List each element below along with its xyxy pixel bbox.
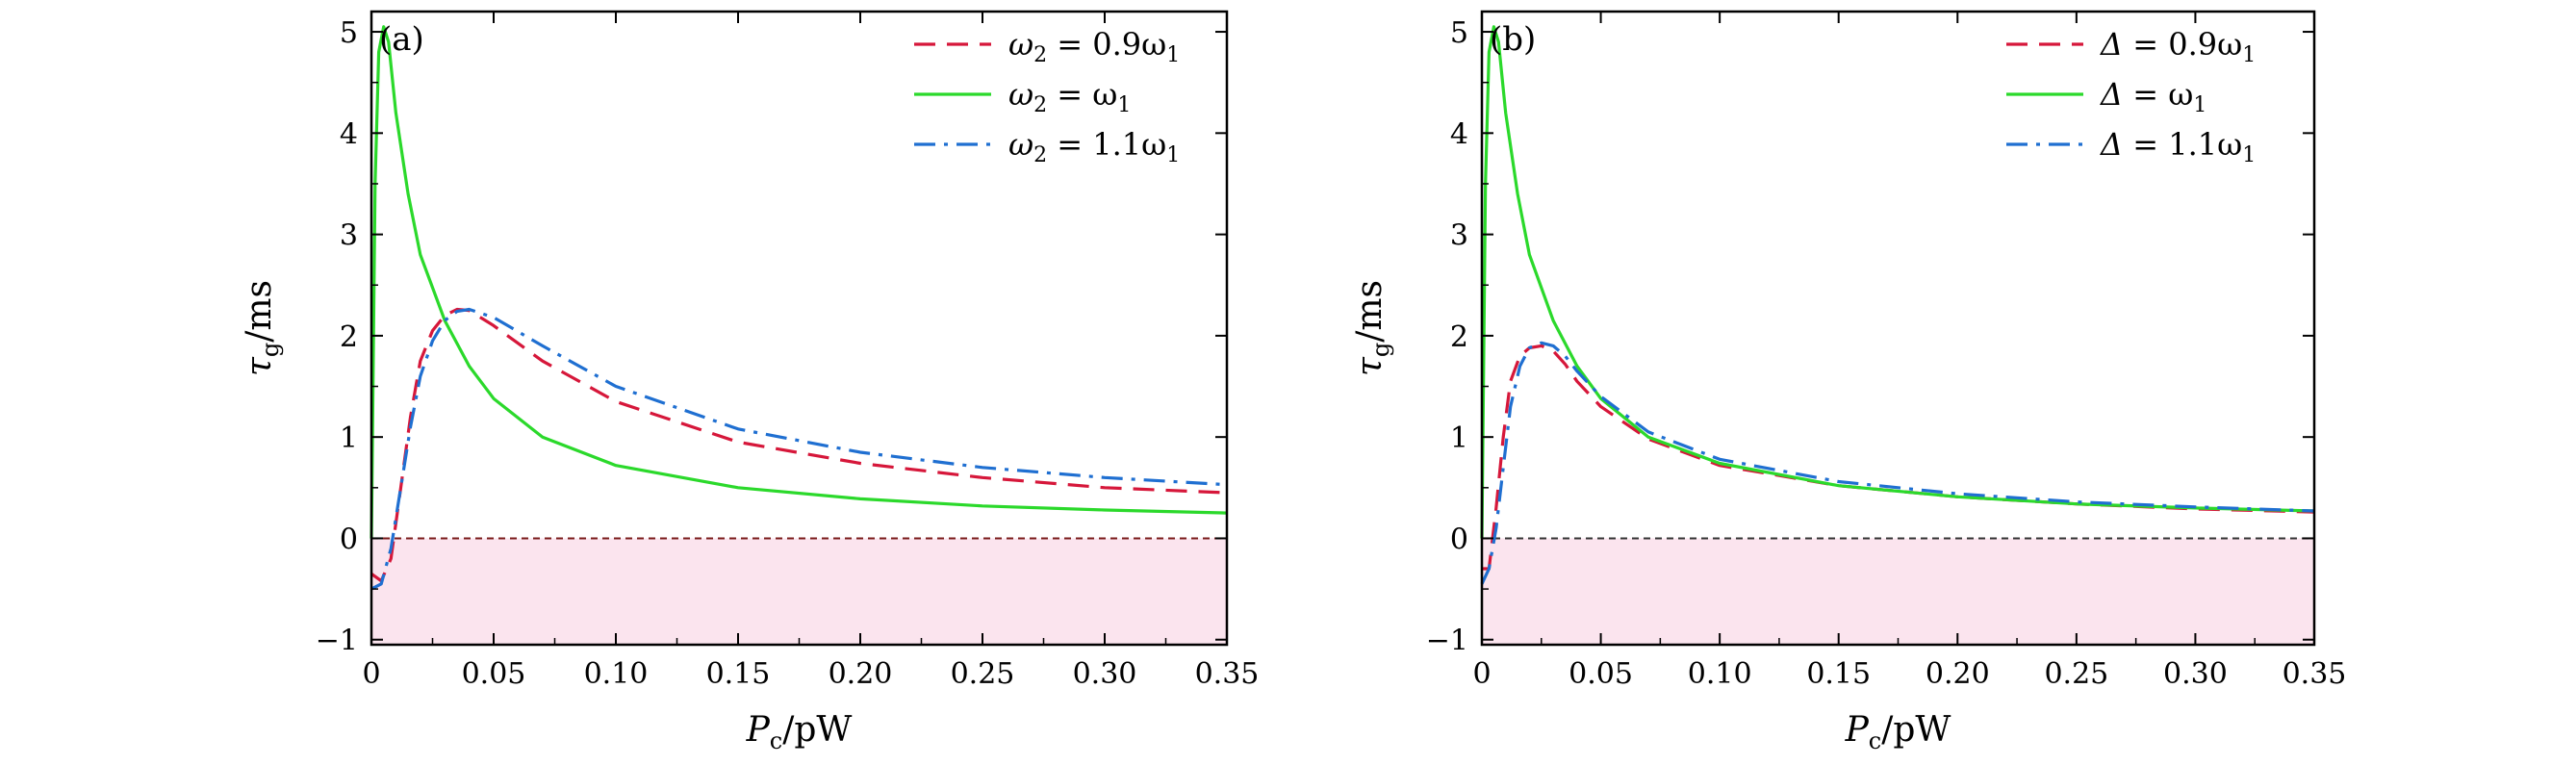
y-tick-label: 0 — [340, 523, 358, 556]
y-tick-label: 5 — [340, 16, 358, 50]
y-tick-label: −1 — [1426, 625, 1468, 658]
x-tick-label: 0.15 — [706, 657, 771, 691]
x-tick-label: 0.10 — [584, 657, 649, 691]
series-line-dash — [1482, 344, 2315, 571]
x-tick-label: 0.20 — [829, 657, 893, 691]
panel-b: 0 0.05 0.10 0.15 0.20 0.25 0.30 0.35−1012345Pc/… — [1350, 10, 2347, 754]
x-tick-label: 0.35 — [1195, 657, 1260, 691]
y-tick-label: 3 — [340, 219, 358, 253]
y-axis-label: τg/ms — [240, 280, 284, 376]
x-tick-label: 0.25 — [2044, 657, 2108, 691]
x-tick-label: 0.05 — [1569, 657, 1633, 691]
x-tick-label: 0.10 — [1688, 657, 1752, 691]
y-tick-label: 4 — [340, 117, 358, 151]
x-tick-label: 0.30 — [1073, 657, 1137, 691]
x-tick-label: 0 — [362, 657, 380, 691]
x-tick-label: 0.30 — [2163, 657, 2228, 691]
legend-label: Δ = 1.1ω1 — [2099, 126, 2256, 167]
legend-label: Δ = 0.9ω1 — [2099, 26, 2256, 67]
series-line-dashdot — [370, 307, 1228, 591]
panel-label: (a) — [379, 20, 424, 59]
x-axis-label: Pc/pW — [1845, 710, 1951, 754]
y-tick-label: −1 — [316, 625, 358, 658]
x-tick-label: 0.35 — [2283, 657, 2347, 691]
x-tick-label: 0.05 — [462, 657, 526, 691]
y-tick-label: 3 — [1450, 219, 1468, 253]
legend-label: Δ = ω1 — [2099, 76, 2206, 117]
y-tick-label: 5 — [1450, 16, 1468, 50]
legend-label: ω2 = 1.1ω1 — [1008, 126, 1180, 167]
y-tick-label: 0 — [1450, 523, 1468, 556]
legend-label: ω2 = 0.9ω1 — [1008, 26, 1180, 67]
y-axis-label: τg/ms — [1350, 280, 1394, 376]
y-tick-label: 2 — [340, 320, 358, 354]
x-axis-label: Pc/pW — [746, 710, 853, 754]
y-tick-label: 1 — [1450, 421, 1468, 455]
y-tick-label: 2 — [1450, 320, 1468, 354]
legend-label: ω2 = ω1 — [1008, 76, 1131, 117]
panel-a: 0 0.05 0.10 0.15 0.20 0.25 0.30 0.35−1012345Pc/… — [240, 10, 1260, 754]
panel-label: (b) — [1490, 20, 1536, 59]
x-tick-label: 0.20 — [1926, 657, 1990, 691]
y-tick-label: 1 — [340, 421, 358, 455]
negative-region-shade — [371, 538, 1227, 645]
y-tick-label: 4 — [1450, 117, 1468, 151]
x-tick-label: 0.15 — [1806, 657, 1871, 691]
x-tick-label: 0.25 — [951, 657, 1015, 691]
negative-region-shade — [1482, 538, 2314, 645]
x-tick-label: 0 — [1472, 657, 1491, 691]
